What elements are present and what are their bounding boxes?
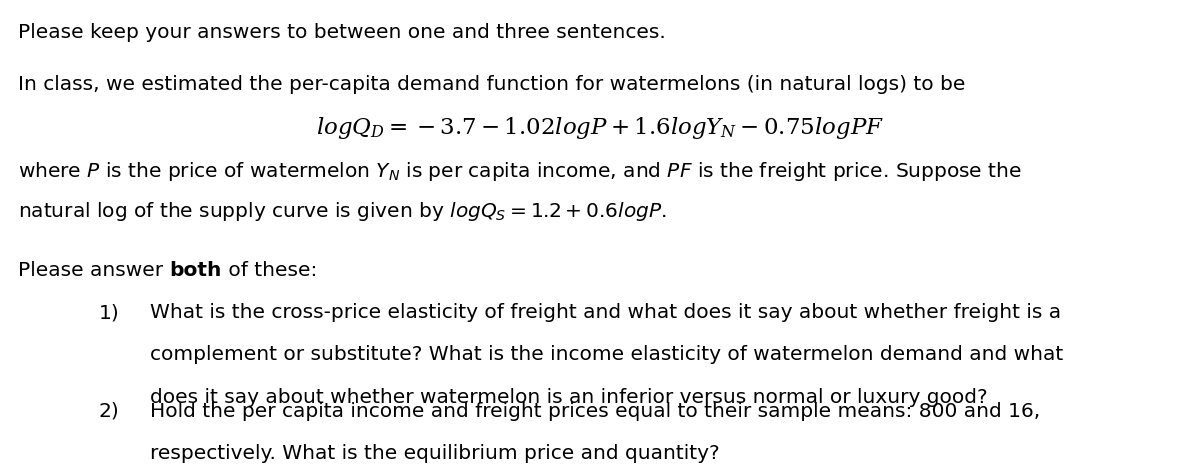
- Text: 2): 2): [98, 402, 119, 421]
- Text: where $P$ is the price of watermelon $Y_N$ is per capita income, and $PF$ is the: where $P$ is the price of watermelon $Y_…: [18, 160, 1021, 183]
- Text: Please answer: Please answer: [18, 261, 169, 280]
- Text: In class, we estimated the per-capita demand function for watermelons (in natura: In class, we estimated the per-capita de…: [18, 75, 965, 94]
- Text: 1): 1): [98, 303, 119, 322]
- Text: Please keep your answers to between one and three sentences.: Please keep your answers to between one …: [18, 24, 666, 42]
- Text: natural log of the supply curve is given by $logQ_S = 1.2 + 0.6logP$.: natural log of the supply curve is given…: [18, 200, 667, 223]
- Text: $logQ_D = -3.7 - 1.02logP + 1.6logY_N - 0.75logPF$: $logQ_D = -3.7 - 1.02logP + 1.6logY_N - …: [316, 115, 884, 141]
- Text: respectively. What is the equilibrium price and quantity?: respectively. What is the equilibrium pr…: [150, 444, 720, 463]
- Text: both: both: [169, 261, 222, 280]
- Text: Hold the per capita income and freight prices equal to their sample means: 800 a: Hold the per capita income and freight p…: [150, 402, 1040, 421]
- Text: What is the cross-price elasticity of freight and what does it say about whether: What is the cross-price elasticity of fr…: [150, 303, 1061, 322]
- Text: does it say about whether watermelon is an inferior versus normal or luxury good: does it say about whether watermelon is …: [150, 388, 988, 407]
- Text: complement or substitute? What is the income elasticity of watermelon demand and: complement or substitute? What is the in…: [150, 345, 1063, 364]
- Text: of these:: of these:: [222, 261, 317, 280]
